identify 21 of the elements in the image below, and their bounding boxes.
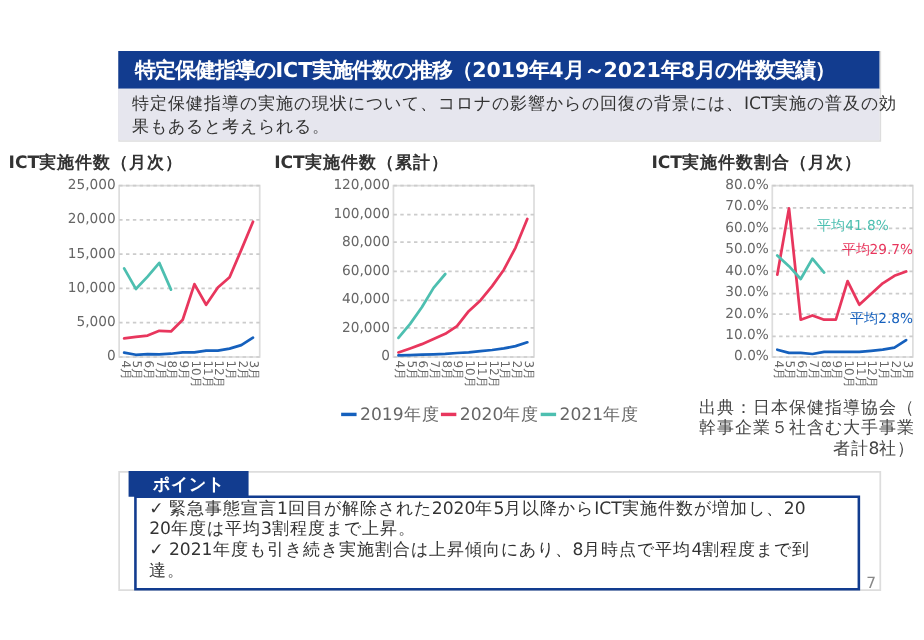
line-series [397,272,447,340]
text: ✓ 緊急事態宣言1回目が解除された2020年5月以降からICT実施件数が増加し、2020年度は平均3割程度まで上昇。 [149,497,806,541]
text: 特定保健指導の実施の現状について、コロナの影響からの回復の背景には、ICT実施の普及の効果もあると考えられる。 [132,93,898,138]
text: 7 [866,573,877,592]
chart-title: ICT実施件数（累計） [274,151,449,174]
line-series [397,340,529,357]
text: 特定保健指導のICT実施件数の推移（2019年4月～2021年8月の件数実績） [133,58,836,83]
line-series [775,254,826,281]
line-series [122,220,255,340]
line-series [122,261,173,291]
source-note: 出典：日本保健指導協会（幹事企業５社含む大手事業者計8社） [699,396,916,460]
text: ポイント [150,473,225,496]
legend-label: 2020年度 [459,403,540,426]
legend-label: 2019年度 [360,403,440,426]
line-series [397,217,529,354]
legend-label: 2021年度 [559,403,640,426]
text: ✓ 2021年度も引き続き実施割合は上昇傾向にあり、8月時点で平均4割程度まで到達。 [149,539,811,582]
line-series [122,336,255,357]
chart-title: ICT実施件数（月次） [8,151,184,174]
line-series [775,338,908,356]
chart-title: ICT実施件数割合（月次） [651,151,863,174]
